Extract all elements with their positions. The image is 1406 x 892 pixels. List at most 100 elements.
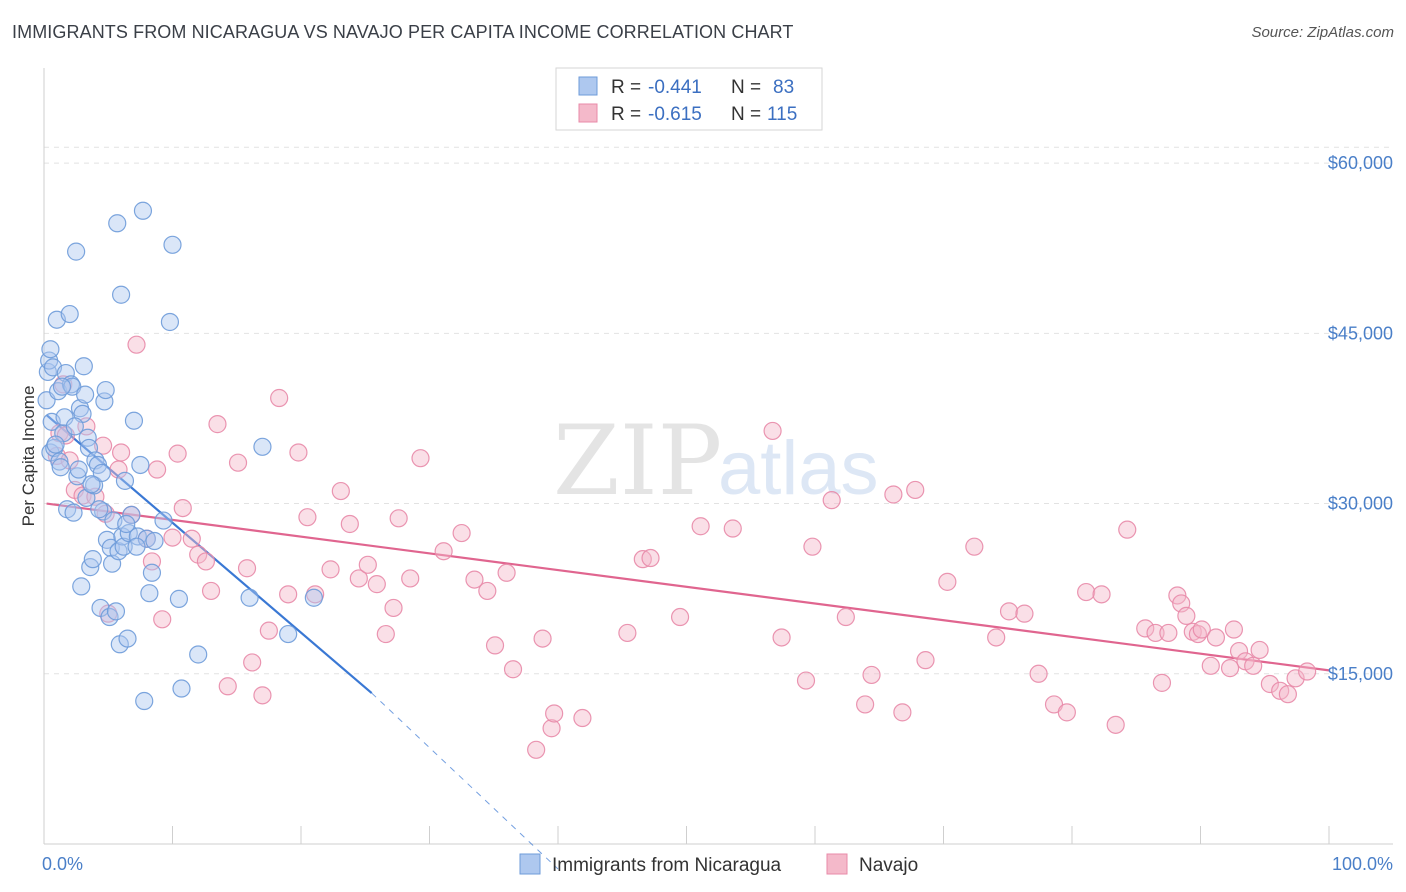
point-blue-76 xyxy=(46,435,65,454)
legend-n-value-2: 115 xyxy=(767,104,797,125)
legend-r-value-2: -0.615 xyxy=(648,104,702,125)
point-blue-72 xyxy=(240,588,259,607)
point-pink-104 xyxy=(1220,659,1240,678)
point-blue-40 xyxy=(96,380,115,400)
point-pink-109 xyxy=(1250,640,1269,660)
point-blue-10 xyxy=(50,452,69,471)
point-blue-53 xyxy=(115,471,135,490)
point-blue-65 xyxy=(145,531,164,551)
point-pink-9 xyxy=(94,436,113,455)
gridlines xyxy=(44,146,1393,675)
point-blue-3 xyxy=(41,340,60,359)
bottom-legend-swatch-blue xyxy=(519,853,541,875)
point-pink-84 xyxy=(1015,604,1034,623)
point-pink-108 xyxy=(1244,656,1263,675)
point-blue-47 xyxy=(108,214,127,233)
point-pink-34 xyxy=(270,388,289,408)
data-points xyxy=(37,201,1317,759)
point-blue-78 xyxy=(65,417,84,436)
legend: R = -0.441 N = 83 R = -0.615 N = 115 xyxy=(555,67,823,131)
point-pink-18 xyxy=(147,460,167,479)
point-pink-93 xyxy=(1146,623,1165,643)
point-pink-94 xyxy=(1152,673,1172,692)
point-pink-56 xyxy=(503,660,523,679)
point-pink-51 xyxy=(452,523,471,543)
legend-n-value-1: 83 xyxy=(773,77,794,98)
point-blue-46 xyxy=(106,602,126,621)
bottom-legend: Immigrants from Nicaragua Navajo xyxy=(519,853,918,876)
point-pink-89 xyxy=(1092,585,1111,604)
point-pink-87 xyxy=(1057,703,1076,722)
point-pink-27 xyxy=(208,415,227,434)
point-blue-24 xyxy=(72,577,91,596)
point-pink-24 xyxy=(189,545,208,564)
legend-box xyxy=(555,67,823,131)
point-pink-80 xyxy=(938,572,957,591)
point-pink-74 xyxy=(856,695,875,714)
point-pink-43 xyxy=(358,555,377,574)
watermark: ZIP atlas xyxy=(553,405,879,517)
point-pink-114 xyxy=(1298,662,1317,681)
point-pink-91 xyxy=(1118,520,1137,539)
point-pink-32 xyxy=(253,686,272,705)
point-pink-19 xyxy=(153,610,172,629)
bottom-legend-label-blue: Immigrants from Nicaragua xyxy=(552,855,782,876)
point-pink-69 xyxy=(772,628,791,647)
point-pink-85 xyxy=(1029,664,1048,683)
point-blue-68 xyxy=(163,235,182,254)
point-pink-23 xyxy=(182,529,201,548)
x-tick-label-min: 0.0% xyxy=(42,854,83,874)
point-pink-73 xyxy=(836,607,855,627)
point-pink-50 xyxy=(434,542,453,561)
point-pink-20 xyxy=(163,528,182,547)
point-blue-54 xyxy=(118,629,137,648)
point-pink-21 xyxy=(168,444,187,463)
point-blue-69 xyxy=(169,589,189,608)
point-pink-58 xyxy=(533,629,552,648)
point-blue-50 xyxy=(111,285,131,304)
point-pink-75 xyxy=(862,665,881,685)
point-pink-42 xyxy=(349,569,368,588)
point-blue-70 xyxy=(172,679,191,698)
point-pink-64 xyxy=(641,548,660,568)
point-pink-65 xyxy=(670,607,690,627)
legend-n-label-1: N = xyxy=(731,77,761,98)
point-pink-110 xyxy=(1260,674,1279,694)
legend-r-value-1: -0.441 xyxy=(648,77,702,98)
legend-r-label-2: R = xyxy=(611,104,641,125)
point-pink-101 xyxy=(1192,620,1211,639)
legend-swatch-pink xyxy=(578,103,598,123)
point-pink-55 xyxy=(497,563,516,582)
point-blue-60 xyxy=(133,201,153,220)
legend-r-label-1: R = xyxy=(611,77,641,98)
chart-title: IMMIGRANTS FROM NICARAGUA VS NAVAJO PER … xyxy=(12,22,794,42)
point-blue-16 xyxy=(60,304,79,324)
point-pink-95 xyxy=(1159,623,1178,643)
point-pink-54 xyxy=(485,636,505,655)
point-pink-105 xyxy=(1224,620,1244,639)
point-pink-53 xyxy=(478,581,497,601)
point-pink-92 xyxy=(1136,619,1155,638)
point-pink-28 xyxy=(218,677,237,696)
point-blue-52 xyxy=(114,537,133,556)
point-pink-106 xyxy=(1229,641,1249,661)
point-pink-79 xyxy=(916,651,935,670)
point-pink-40 xyxy=(331,481,350,501)
point-blue-73 xyxy=(253,437,272,456)
point-pink-44 xyxy=(367,575,386,594)
trend-line-nicaragua-extension xyxy=(371,692,559,870)
bottom-legend-label-pink: Navajo xyxy=(859,855,918,876)
point-pink-90 xyxy=(1106,715,1125,734)
point-blue-77 xyxy=(52,377,72,396)
watermark-zip: ZIP xyxy=(553,405,722,517)
point-pink-52 xyxy=(465,570,484,589)
point-pink-98 xyxy=(1177,606,1196,626)
point-pink-88 xyxy=(1077,582,1096,602)
source-label: Source: ZipAtlas.com xyxy=(1251,24,1394,41)
point-pink-15 xyxy=(127,335,146,354)
point-pink-102 xyxy=(1201,656,1220,675)
point-pink-22 xyxy=(173,498,192,518)
point-blue-20 xyxy=(67,242,86,261)
point-pink-63 xyxy=(633,550,652,569)
